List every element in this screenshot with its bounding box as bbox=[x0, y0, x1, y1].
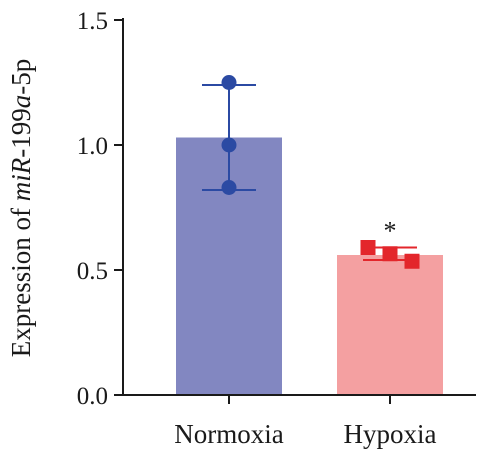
y-axis-title-part: miR bbox=[6, 157, 36, 201]
y-tick-label: 1.5 bbox=[77, 8, 108, 35]
data-point bbox=[382, 246, 398, 262]
data-point bbox=[221, 137, 237, 153]
data-point bbox=[221, 75, 237, 90]
y-axis-title: Expression of miR-199a-5p bbox=[6, 59, 36, 357]
significance-marker: * bbox=[384, 217, 397, 246]
data-point bbox=[360, 240, 376, 255]
data-point bbox=[404, 253, 420, 269]
x-tick-label: Hypoxia bbox=[344, 419, 437, 449]
plot-area: 0.0 0.5 1.0 1.5 Normoxia Hypoxia * Expression o… bbox=[6, 8, 476, 449]
x-tick-label: Normoxia bbox=[174, 419, 283, 449]
data-point bbox=[221, 180, 237, 195]
y-axis-title-part: -199 bbox=[6, 108, 36, 158]
y-tick-label: 0.0 bbox=[77, 383, 108, 410]
bar-hypoxia bbox=[337, 255, 443, 395]
y-axis-title-part: Expression of bbox=[6, 201, 36, 357]
y-tick-label: 0.5 bbox=[77, 258, 108, 285]
y-axis-title-part: -5p bbox=[6, 59, 36, 95]
y-axis-title-part: a bbox=[6, 95, 36, 109]
y-tick-label: 1.0 bbox=[77, 133, 108, 160]
